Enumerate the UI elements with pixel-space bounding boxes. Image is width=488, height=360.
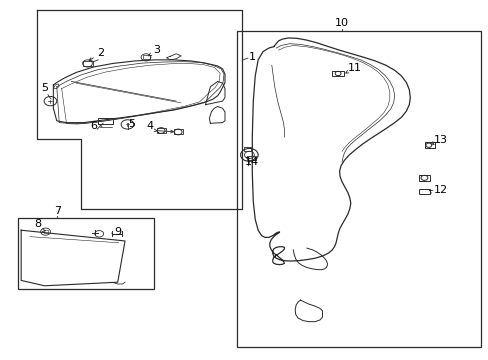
Text: 10: 10 <box>334 18 348 28</box>
Text: 2: 2 <box>97 48 104 58</box>
Text: 13: 13 <box>433 135 447 145</box>
Text: 12: 12 <box>433 185 447 195</box>
Bar <box>43 230 48 233</box>
Bar <box>237 31 480 347</box>
Text: 8: 8 <box>34 220 41 229</box>
Bar <box>243 147 250 151</box>
Bar <box>418 175 429 181</box>
Text: 4: 4 <box>146 121 153 131</box>
Bar <box>143 55 150 59</box>
Bar <box>157 128 165 133</box>
Bar <box>247 156 256 160</box>
Text: 1: 1 <box>248 51 255 62</box>
Bar <box>18 219 154 289</box>
Text: 6: 6 <box>90 121 97 131</box>
Bar <box>173 130 182 134</box>
Text: 11: 11 <box>347 63 361 73</box>
Text: 5: 5 <box>41 83 48 93</box>
Bar <box>418 189 429 194</box>
Text: 14: 14 <box>244 157 258 167</box>
Bar <box>82 61 93 66</box>
Bar <box>424 142 434 148</box>
Text: 9: 9 <box>114 228 121 237</box>
Bar <box>98 118 113 125</box>
Text: 7: 7 <box>54 206 61 216</box>
Bar <box>331 71 344 76</box>
Text: 5: 5 <box>128 119 135 129</box>
Text: 3: 3 <box>153 45 160 55</box>
